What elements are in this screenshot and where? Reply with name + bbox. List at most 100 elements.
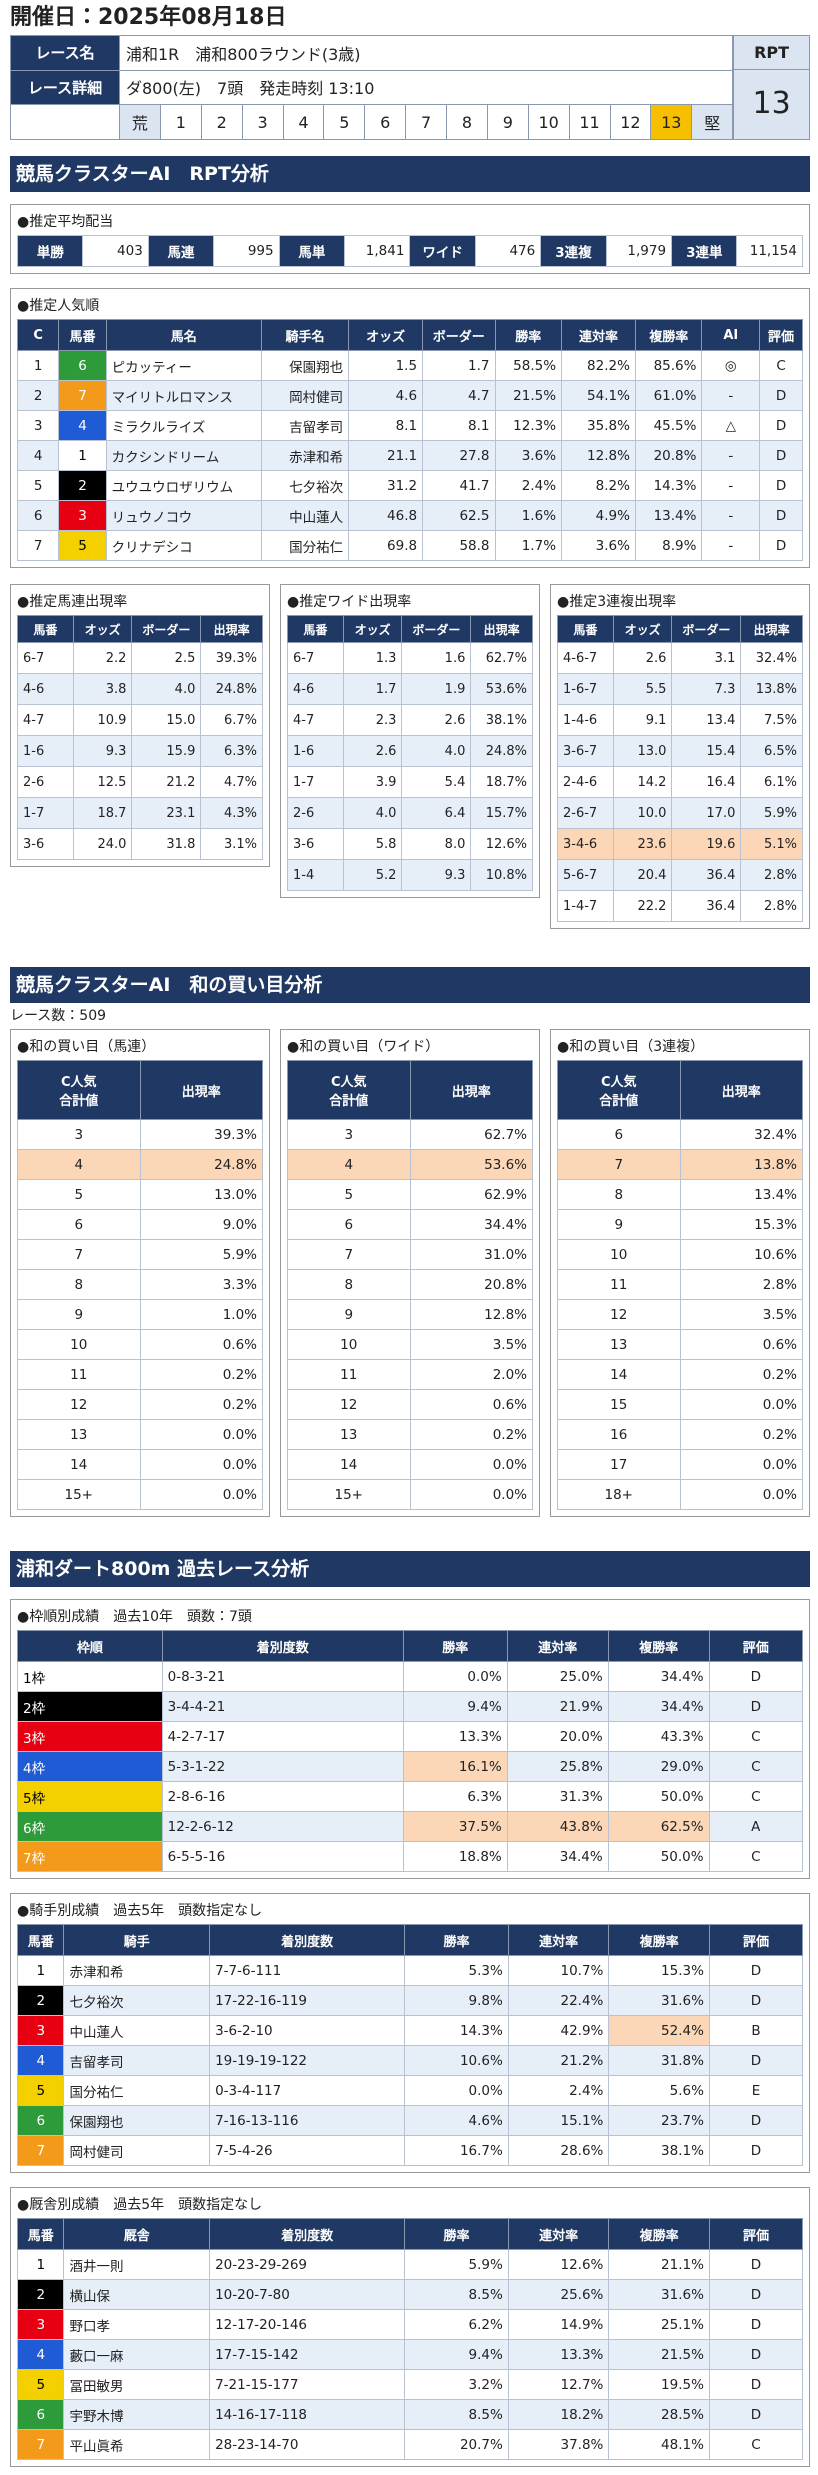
- table-cell: 宇野木博: [63, 2399, 211, 2430]
- data-table: 馬番 オッズ ボーダー 出現率 6-7 1.3 1.6 62.7% 4-6 1.7 1.9 53.6%…: [287, 615, 533, 891]
- header-row: 馬番 オッズ ボーダー 出現率: [287, 615, 533, 643]
- table-cell: 10.7%: [507, 1955, 610, 1986]
- table-cell: 7.3: [671, 673, 742, 705]
- header-row: 馬番 オッズ ボーダー 出現率: [557, 615, 803, 643]
- table-row: 16 0.2%: [557, 1419, 803, 1450]
- table-cell: 31.3%: [506, 1781, 609, 1812]
- table-cell: B: [708, 2015, 804, 2046]
- table-cell: 1-7: [287, 766, 344, 798]
- table-cell: 9.1: [612, 704, 673, 736]
- table-cell: 2-6: [287, 797, 344, 829]
- table-row: 1枠 0-8-3-21 0.0% 25.0% 34.4% D: [17, 1661, 804, 1692]
- table-cell: 3: [287, 1119, 411, 1150]
- table-cell: 3-6-2-10: [209, 2015, 406, 2046]
- table-body: 1 酒井一則 20-23-29-269 5.9% 12.6% 21.1% D 2 横山保 10-2…: [16, 2249, 804, 2460]
- table-cell: 42.9%: [507, 2015, 610, 2046]
- table-cell: 5.2: [342, 859, 403, 891]
- table-cell: 3-4-4-21: [161, 1691, 404, 1722]
- column-header: 着別度数: [161, 1630, 404, 1662]
- table-box: ●推定3連複出現率 馬番 オッズ ボーダー 出現率 4-6-7 2.6 3.1 32.4% 1-6…: [550, 584, 810, 929]
- payout-value: 403: [82, 235, 149, 267]
- table-cell: 12.8%: [561, 440, 636, 471]
- table-head: C人気 合計値 出現率: [287, 1060, 533, 1120]
- table-row: 6 保園翔也 7-16-13-116 4.6% 15.1% 23.7% D: [16, 2105, 804, 2136]
- table-cell: C: [759, 350, 803, 381]
- table-cell: D: [708, 2249, 804, 2280]
- table-cell: 7-16-13-116: [209, 2105, 406, 2136]
- rpt-scale-cell: 4: [282, 104, 325, 140]
- table-cell: 2-6-7: [557, 797, 614, 829]
- table-cell: 5: [17, 1179, 141, 1210]
- table-row: 6-7 2.2 2.5 39.3%: [17, 642, 263, 674]
- section-title: 競馬クラスターAI 和の買い目分析: [10, 967, 810, 1003]
- table-row: 18+ 0.0%: [557, 1479, 803, 1510]
- table-cell: 13.8%: [740, 673, 803, 705]
- table-cell: 7-5-4-26: [209, 2135, 406, 2166]
- table-row: 8 13.4%: [557, 1179, 803, 1210]
- table-cell: 1.7%: [494, 530, 563, 561]
- table-cell: 18.7%: [470, 766, 533, 798]
- rpt-scale-cell: 13: [650, 104, 693, 140]
- table-cell: 14.2: [612, 766, 673, 798]
- table-cell: 12.5: [72, 766, 133, 798]
- header-row: 枠順 着別度数 勝率 連対率 複勝率 評価: [17, 1630, 804, 1662]
- column-header: 連対率: [506, 1630, 609, 1662]
- table-cell: 58.8: [422, 530, 496, 561]
- rpt-scale-cell: 12: [609, 104, 652, 140]
- table-cell: 4.7: [422, 380, 496, 411]
- column-header: 出現率: [679, 1060, 803, 1120]
- column-header: ボーダー: [401, 615, 472, 643]
- table-cell: 6-5-5-16: [161, 1841, 404, 1872]
- column-header: 厩舎: [63, 2218, 211, 2250]
- table-cell: 3.9: [342, 766, 403, 798]
- table-cell: 19-19-19-122: [209, 2045, 406, 2076]
- table-head: 馬番 騎手 着別度数 勝率 連対率 複勝率 評価: [16, 1924, 804, 1956]
- table-cell: 43.3%: [607, 1721, 710, 1752]
- table-row: 1-7 3.9 5.4 18.7%: [287, 766, 533, 798]
- table-cell: 1.6: [401, 642, 472, 674]
- table-cell: 9: [17, 1299, 141, 1330]
- table-cell: 9.8%: [404, 1985, 509, 2016]
- table-cell: 17-22-16-119: [209, 1985, 406, 2016]
- table-cell: 7-7-6-111: [209, 1955, 406, 1986]
- table-cell: 4.0: [401, 735, 472, 767]
- column-header: C人気 合計値: [17, 1060, 141, 1120]
- column-header: 勝率: [402, 1630, 508, 1662]
- table-cell: 8.5%: [404, 2399, 509, 2430]
- table-cell: 50.0%: [607, 1841, 710, 1872]
- table-cell: 11: [287, 1359, 411, 1390]
- table-cell: 41.7: [422, 470, 496, 501]
- table-row: 1-6 9.3 15.9 6.3%: [17, 735, 263, 767]
- table-cell: 13.4%: [634, 500, 703, 531]
- table-row: 9 15.3%: [557, 1209, 803, 1240]
- table-cell: 5.1%: [740, 828, 803, 860]
- box-title: ●推定ワイド出現率: [287, 594, 412, 610]
- table-cell: 38.1%: [608, 2135, 710, 2166]
- data-table: C人気 合計値 出現率 6 32.4% 7 13.8% 8 13.4% 9 15.3% 10 10.6…: [557, 1060, 803, 1510]
- table-row: 14 0.0%: [17, 1449, 263, 1480]
- section-title: 浦和ダート800m 過去レース分析: [10, 1551, 810, 1587]
- table-row: 2-6-7 10.0 17.0 5.9%: [557, 797, 803, 829]
- table-cell: 34.4%: [607, 1661, 710, 1692]
- table-cell: 7枠: [17, 1841, 163, 1872]
- table-cell: 10.9: [72, 704, 133, 736]
- table-cell: 6.1%: [740, 766, 803, 798]
- table-row: 8 3.3%: [17, 1269, 263, 1300]
- table-cell: 9.3: [72, 735, 133, 767]
- table-row: 4-6-7 2.6 3.1 32.4%: [557, 642, 803, 674]
- race-header: レース名 浦和1R 浦和800ラウンド(3歳) レース詳細 ダ800(左) 7頭 発…: [10, 35, 810, 140]
- table-cell: 2.4%: [494, 470, 563, 501]
- table-cell: 16.7%: [404, 2135, 509, 2166]
- table-cell: 21.5%: [494, 380, 563, 411]
- table-cell: 13.0: [612, 735, 673, 767]
- table-cell: 8: [17, 1269, 141, 1300]
- rpt-label: RPT: [734, 36, 809, 70]
- table-cell: D: [708, 2309, 804, 2340]
- table-cell: 7: [16, 2429, 65, 2460]
- table-body: 3 62.7% 4 53.6% 5 62.9% 6 34.4% 7 31.0% 8 20.8% 9 12.…: [287, 1119, 533, 1510]
- table-cell: 4: [16, 2045, 65, 2076]
- table-cell: 10.6%: [679, 1239, 803, 1270]
- table-cell: 12-2-6-12: [161, 1811, 404, 1842]
- table-cell: 19.5%: [608, 2369, 710, 2400]
